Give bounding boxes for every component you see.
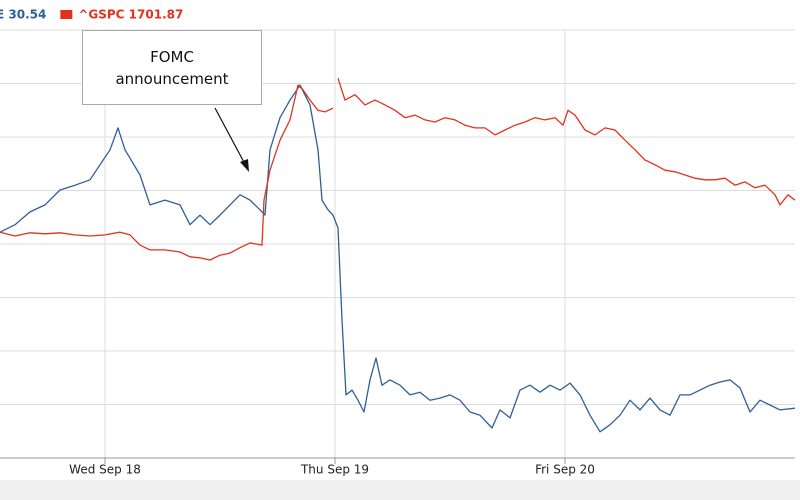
lines xyxy=(0,78,796,433)
legend: E 30.54 ^GSPC 1701.87 xyxy=(0,8,183,22)
annotation-arrowhead xyxy=(240,159,249,172)
x-tick-label: Thu Sep 19 xyxy=(300,463,369,477)
x-tick-label: Fri Sep 20 xyxy=(535,463,595,477)
legend-swatch xyxy=(60,10,73,19)
annotation-arrow xyxy=(214,107,247,167)
legend-label: ^GSPC 1701.87 xyxy=(78,8,183,22)
series-line xyxy=(0,78,796,261)
legend-label: E 30.54 xyxy=(0,8,46,22)
series-line xyxy=(0,84,796,433)
footer-band xyxy=(0,480,800,500)
grid: Wed Sep 18 Thu Sep 19 Fri Sep 20 xyxy=(0,29,795,477)
x-tick-label: Wed Sep 18 xyxy=(69,463,141,477)
annotation: FOMC announcement xyxy=(82,30,262,105)
